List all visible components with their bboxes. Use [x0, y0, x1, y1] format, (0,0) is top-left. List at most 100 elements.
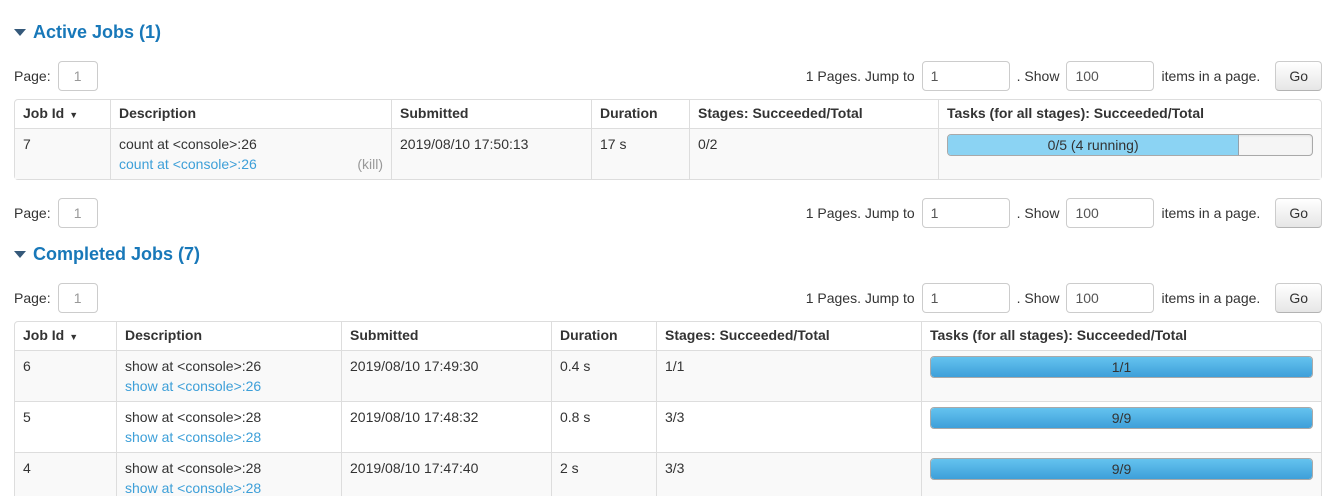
job-detail-link[interactable]: show at <console>:26 — [125, 378, 262, 394]
page-number-input[interactable] — [57, 198, 98, 228]
tasks-progress-bar: 0/5 (4 running) — [948, 135, 1240, 155]
items-label: items in a page. — [1161, 290, 1261, 306]
active-jobs-title: Active Jobs (1) — [33, 22, 162, 42]
completed-pagination-top: Page: 1 Pages. Jump to . Show items in a… — [14, 283, 1322, 313]
job-id-cell: 6 — [15, 350, 116, 401]
completed-jobs-title: Completed Jobs (7) — [33, 244, 201, 264]
active-pagination-top: Page: 1 Pages. Jump to . Show items in a… — [14, 61, 1322, 91]
jump-to-page-input[interactable] — [921, 283, 1010, 313]
go-button[interactable]: Go — [1275, 61, 1322, 91]
column-header-stages[interactable]: Stages: Succeeded/Total — [689, 100, 938, 128]
description-cell: show at <console>:28 show at <console>:2… — [116, 401, 341, 452]
pages-summary: 1 Pages. Jump to — [805, 290, 915, 306]
job-detail-link[interactable]: count at <console>:26 — [119, 156, 257, 172]
tasks-progress-bar: 1/1 — [931, 357, 1312, 377]
submitted-cell: 2019/08/10 17:47:40 — [341, 452, 551, 496]
stages-cell: 3/3 — [656, 401, 921, 452]
duration-cell: 0.8 s — [551, 401, 656, 452]
collapse-arrow-icon — [14, 29, 26, 36]
go-button[interactable]: Go — [1275, 283, 1322, 313]
table-row: 6 show at <console>:26 show at <console>… — [15, 350, 1321, 401]
job-id-cell: 5 — [15, 401, 116, 452]
submitted-cell: 2019/08/10 17:49:30 — [341, 350, 551, 401]
duration-cell: 2 s — [551, 452, 656, 496]
tasks-progress-label: 9/9 — [1111, 410, 1132, 426]
stages-cell: 0/2 — [689, 128, 938, 179]
completed-jobs-toggle[interactable]: Completed Jobs (7) — [14, 244, 200, 265]
items-per-page-input[interactable] — [1066, 283, 1155, 313]
collapse-arrow-icon — [14, 251, 26, 258]
active-jobs-table: Job Id ▼ Description Submitted Duration S… — [14, 99, 1322, 180]
show-label: . Show — [1016, 68, 1060, 84]
job-id-cell: 7 — [15, 128, 110, 179]
table-row: 5 show at <console>:28 show at <console>… — [15, 401, 1321, 452]
column-header-job-id[interactable]: Job Id ▼ — [23, 105, 79, 121]
job-description: count at <console>:26 — [119, 136, 257, 152]
page-number-input[interactable] — [57, 61, 98, 91]
job-description: show at <console>:28 — [125, 409, 262, 425]
job-id-cell: 4 — [15, 452, 116, 496]
tasks-progress-track: 1/1 — [930, 356, 1313, 378]
submitted-cell: 2019/08/10 17:48:32 — [341, 401, 551, 452]
active-pagination-bottom: Page: 1 Pages. Jump to . Show items in a… — [14, 198, 1322, 228]
items-per-page-input[interactable] — [1066, 61, 1155, 91]
tasks-progress-track: 9/9 — [930, 407, 1313, 429]
pages-summary: 1 Pages. Jump to — [805, 68, 915, 84]
job-detail-link[interactable]: show at <console>:28 — [125, 429, 262, 445]
stages-cell: 1/1 — [656, 350, 921, 401]
tasks-progress-bar: 9/9 — [931, 408, 1312, 428]
sort-descending-icon: ▼ — [69, 110, 79, 120]
stages-cell: 3/3 — [656, 452, 921, 496]
column-header-tasks[interactable]: Tasks (for all stages): Succeeded/Total — [938, 100, 1321, 128]
items-label: items in a page. — [1161, 68, 1261, 84]
description-cell: show at <console>:28 show at <console>:2… — [116, 452, 341, 496]
tasks-cell: 9/9 — [921, 401, 1321, 452]
job-description: show at <console>:26 — [125, 358, 262, 374]
column-header-job-id[interactable]: Job Id ▼ — [23, 327, 79, 343]
column-header-submitted[interactable]: Submitted — [391, 100, 591, 128]
tasks-cell: 9/9 — [921, 452, 1321, 496]
jump-to-page-input[interactable] — [921, 61, 1010, 91]
column-header-description[interactable]: Description — [116, 322, 341, 350]
jump-to-page-input[interactable] — [921, 198, 1010, 228]
description-cell: show at <console>:26 show at <console>:2… — [116, 350, 341, 401]
completed-jobs-table: Job Id ▼ Description Submitted Duration S… — [14, 321, 1322, 496]
submitted-cell: 2019/08/10 17:50:13 — [391, 128, 591, 179]
column-header-tasks[interactable]: Tasks (for all stages): Succeeded/Total — [921, 322, 1321, 350]
completed-jobs-header: Completed Jobs (7) — [14, 244, 1322, 265]
go-button[interactable]: Go — [1275, 198, 1322, 228]
tasks-progress-bar: 9/9 — [931, 459, 1312, 479]
tasks-progress-label: 0/5 (4 running) — [1047, 137, 1139, 153]
sort-descending-icon: ▼ — [69, 332, 79, 342]
kill-job-link[interactable]: (kill) — [357, 156, 383, 172]
active-jobs-header: Active Jobs (1) — [14, 22, 1322, 43]
job-detail-link[interactable]: show at <console>:28 — [125, 480, 262, 496]
tasks-progress-track: 0/5 (4 running) — [947, 134, 1313, 156]
tasks-progress-track: 9/9 — [930, 458, 1313, 480]
page-label: Page: — [14, 205, 51, 221]
tasks-progress-label: 9/9 — [1111, 461, 1132, 477]
column-header-description[interactable]: Description — [110, 100, 391, 128]
page-label: Page: — [14, 290, 51, 306]
page-label: Page: — [14, 68, 51, 84]
items-label: items in a page. — [1161, 205, 1261, 221]
tasks-cell: 0/5 (4 running) — [938, 128, 1321, 179]
column-header-duration[interactable]: Duration — [551, 322, 656, 350]
tasks-progress-label: 1/1 — [1111, 359, 1132, 375]
job-description: show at <console>:28 — [125, 460, 262, 476]
items-per-page-input[interactable] — [1066, 198, 1155, 228]
tasks-cell: 1/1 — [921, 350, 1321, 401]
description-cell: count at <console>:26 count at <console>… — [110, 128, 391, 179]
table-row: 7 count at <console>:26 count at <consol… — [15, 128, 1321, 179]
active-jobs-toggle[interactable]: Active Jobs (1) — [14, 22, 161, 43]
show-label: . Show — [1016, 290, 1060, 306]
page-number-input[interactable] — [57, 283, 98, 313]
column-header-submitted[interactable]: Submitted — [341, 322, 551, 350]
column-header-stages[interactable]: Stages: Succeeded/Total — [656, 322, 921, 350]
duration-cell: 0.4 s — [551, 350, 656, 401]
duration-cell: 17 s — [591, 128, 689, 179]
show-label: . Show — [1016, 205, 1060, 221]
table-row: 4 show at <console>:28 show at <console>… — [15, 452, 1321, 496]
column-header-duration[interactable]: Duration — [591, 100, 689, 128]
